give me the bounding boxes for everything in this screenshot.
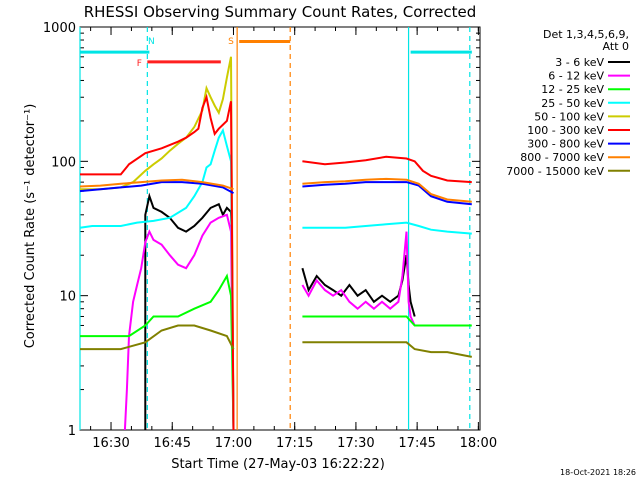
flag-label-n: N [148, 37, 155, 47]
plot-area: 1 10 100 1000 16:30 16:45 17:00 17:15 17:30 17:45… [43, 21, 497, 451]
series-line [144, 192, 235, 431]
x-tick-label: 17:45 [398, 436, 435, 451]
x-tick-label: 16:30 [92, 436, 129, 451]
x-tick-label: 17:00 [215, 436, 252, 451]
y-tick-label: 1000 [43, 21, 76, 36]
x-tick-label: 18:00 [460, 436, 497, 451]
legend-entry-label: 300 - 800 keV [527, 138, 604, 151]
legend-header-line-2: Att 0 [603, 40, 629, 53]
series-line [302, 315, 472, 327]
series-line [301, 231, 416, 326]
series-line [80, 56, 235, 431]
series-line [302, 177, 472, 203]
legend-entry-label: 12 - 25 keV [541, 83, 604, 96]
legend-entry-label: 25 - 50 keV [541, 97, 604, 110]
chart-title: RHESSI Observing Summary Count Rates, Co… [84, 3, 477, 21]
series-line [79, 178, 234, 191]
series-line [80, 93, 235, 431]
y-tick-label: 1 [68, 424, 76, 439]
legend-entry-label: 3 - 6 keV [555, 56, 604, 69]
y-axis-label: Corrected Count Rate (s⁻¹ detector⁻¹) [23, 104, 38, 349]
footer-timestamp: 18-Oct-2021 18:26 [560, 468, 636, 477]
y-tick-label: 10 [59, 290, 76, 305]
series-line [302, 181, 472, 206]
legend-entry-label: 7000 - 15000 keV [506, 165, 604, 178]
x-tick-label: 17:30 [337, 436, 374, 451]
series-line [79, 127, 235, 431]
legend-entry-label: 800 - 7000 keV [520, 151, 604, 164]
series-line [302, 221, 472, 235]
flag-label-s: S [228, 37, 234, 47]
series-line [80, 273, 235, 431]
x-tick-label: 16:45 [154, 436, 191, 451]
x-tick-label: 17:15 [276, 436, 313, 451]
series-line [79, 181, 234, 194]
legend-entry-label: 50 - 100 keV [534, 110, 604, 123]
y-tick-label: 100 [51, 155, 76, 170]
series-line [123, 213, 235, 431]
plot-frame [79, 26, 481, 431]
flag-label-f: F [137, 59, 142, 69]
series-line [302, 341, 472, 358]
x-axis-label: Start Time (27-May-03 16:22:22) [171, 457, 385, 472]
series-line [302, 155, 472, 184]
legend-entry-label: 100 - 300 keV [527, 124, 604, 137]
legend-header-line-1: Det 1,3,4,5,6,9, [543, 28, 629, 41]
series-line [80, 324, 235, 351]
legend-entry-label: 6 - 12 keV [548, 70, 604, 83]
